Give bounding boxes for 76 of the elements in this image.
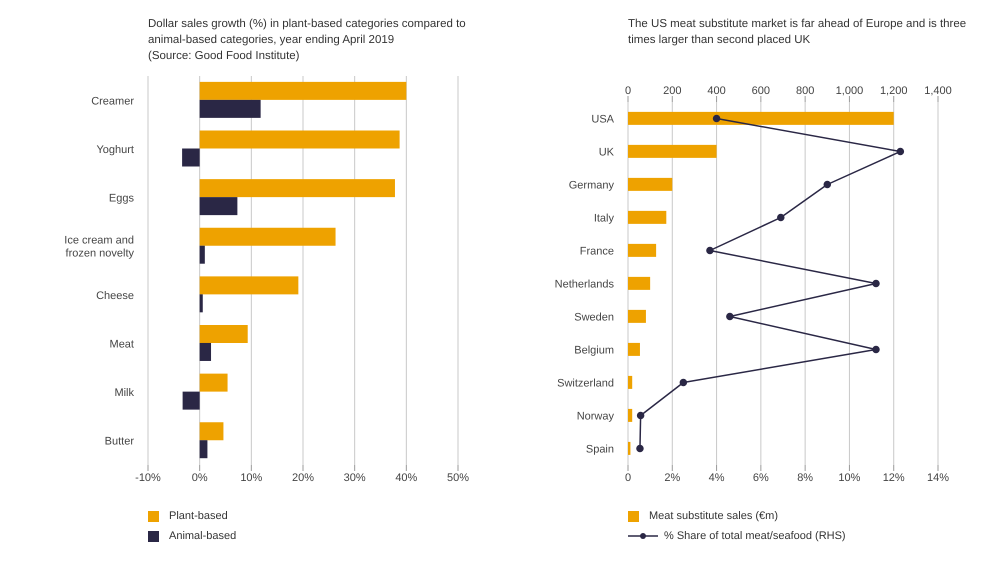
y-tick-label: Italy [594, 212, 614, 224]
x-tick-label: 14% [926, 472, 950, 484]
bar [200, 100, 261, 118]
y-tick-label: Creamer [91, 95, 134, 108]
y-tick-label: UK [598, 146, 615, 158]
chart-title: Dollar sales growth (%) in plant-based categories compared to animal-based categories, year ending April 2019 [148, 17, 467, 48]
x2-tick-label: 0 [624, 85, 632, 97]
y-tick-label: Ice cream and frozen novelty [64, 234, 134, 260]
x-tick-label: 50% [446, 472, 470, 484]
bar [200, 374, 228, 392]
x2-tick-label: 800 [796, 85, 814, 97]
x-tick-label: -10% [135, 472, 162, 484]
chart-title: The US meat substitute market is far ahead of Europe and is three times larger than second placed UK [628, 17, 968, 48]
legend-label: Meat substitute sales (€m) [649, 510, 778, 522]
bar [200, 294, 203, 312]
x-tick-label: 4% [708, 472, 725, 484]
y-tick-label: Yoghurt [96, 144, 134, 156]
x-tick-label: 10% [838, 472, 861, 484]
bar [200, 342, 212, 361]
point [824, 180, 832, 188]
x2-tick-label: 400 [707, 85, 726, 97]
y-tick-label: Norway [576, 410, 614, 422]
bar [200, 197, 238, 216]
y-tick-label: Belgium [574, 344, 614, 356]
x-tick-label: 8% [797, 472, 814, 484]
point [726, 312, 734, 320]
y-tick-label: Milk [114, 387, 134, 400]
bar [200, 276, 298, 294]
y-tick-label: Spain [586, 444, 614, 456]
point [777, 214, 785, 222]
x2-tick-label: 1,000 [836, 85, 864, 97]
y-tick-label: Switzerland [557, 378, 614, 390]
point [872, 280, 880, 288]
bar [200, 130, 400, 148]
x-tick-label: 30% [344, 472, 366, 484]
y-tick-label: Eggs [108, 192, 134, 205]
x-tick-label: 10% [240, 472, 263, 484]
x-tick-label: 12% [882, 472, 905, 484]
x-tick-label: 0% [192, 472, 208, 484]
bar [182, 392, 200, 410]
bar [200, 422, 224, 440]
bar [182, 148, 200, 166]
y-tick-label: USA [591, 114, 615, 126]
point [636, 444, 644, 452]
x-tick-label: 6% [752, 472, 770, 484]
point [636, 412, 644, 420]
legend-label: % Share of total meat/seafood (RHS) [664, 530, 846, 542]
bar [200, 228, 336, 246]
y-tick-label: Meat [110, 338, 134, 350]
text: (Source: Good Food Institute) [148, 49, 300, 64]
bar [200, 440, 208, 458]
x2-tick-label: 1,200 [880, 85, 908, 97]
x-tick-label: 40% [395, 472, 418, 484]
bar [200, 179, 395, 198]
legend-label: Plant-based [169, 510, 228, 522]
bar [200, 82, 406, 100]
x2-tick-label: 1,400 [924, 85, 952, 97]
x-tick-label: 0 [624, 472, 632, 484]
x2-tick-label: 600 [752, 85, 770, 97]
y-tick-label: Butter [104, 436, 134, 448]
y-tick-label: Sweden [574, 312, 614, 324]
point [896, 148, 904, 156]
y-tick-label: Germany [568, 180, 614, 192]
legend-label: Animal-based [169, 530, 236, 542]
point [680, 378, 688, 386]
point [872, 346, 880, 354]
point [706, 246, 714, 254]
x-tick-label: 2% [664, 472, 680, 484]
point [712, 114, 720, 122]
y-tick-label: Netherlands [554, 278, 614, 290]
x2-tick-label: 200 [663, 85, 682, 97]
y-tick-label: France [580, 246, 614, 258]
bar [200, 246, 205, 264]
bar [200, 324, 248, 343]
x-tick-label: 20% [292, 472, 314, 484]
y-tick-label: Cheese [96, 290, 134, 302]
